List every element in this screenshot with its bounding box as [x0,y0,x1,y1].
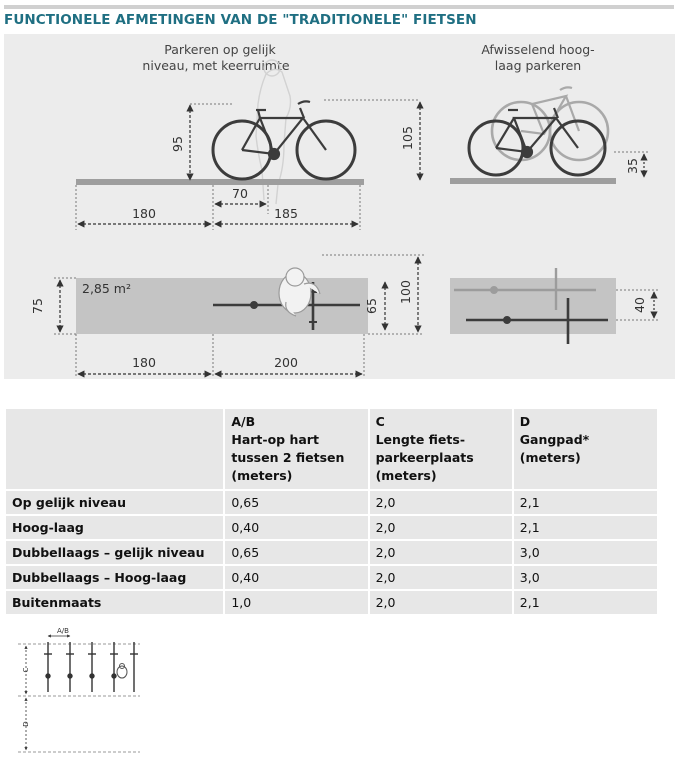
table-header-c: C Lengte fiets- parkeerplaats (meters) [369,409,512,489]
row-label: Buitenmaats [6,591,224,614]
page-title: FUNCTIONELE AFMETINGEN VAN DE "TRADITION… [4,12,477,28]
cell-d: 2,1 [513,516,657,539]
row-label: Hoog-laag [6,516,224,539]
table-row: Hoog-laag 0,40 2,0 2,1 [6,516,657,539]
cell-d: 2,1 [513,591,657,614]
mini-d-label: D [22,721,30,726]
dim-40: 40 [632,297,647,313]
cell-d: 2,1 [513,491,657,514]
diagram-svg: Parkeren op gelijk niveau, met keerruimt… [30,42,660,378]
cell-d: 3,0 [513,566,657,589]
bike-low [467,107,607,177]
bike-plan-raised [454,268,596,310]
row-label: Dubbellaags – gelijk niveau [6,541,224,564]
table-row: Buitenmaats 1,0 2,0 2,1 [6,591,657,614]
dim-65: 65 [364,298,379,314]
ground-bar-right [450,178,616,184]
highlow-area [450,278,616,334]
left-caption-line-1: Parkeren op gelijk [164,42,276,57]
mini-layout-svg: A/B C D [18,627,140,753]
row-label: Dubbellaags – Hoog-laag [6,566,224,589]
mini-layout-diagram: A/B C D [10,624,150,769]
cell-ab: 0,40 [225,516,368,539]
dim-180-bottom: 180 [132,355,156,370]
table-header-ab: A/B Hart-op hart tussen 2 fietsen (meter… [225,409,368,489]
dim-35: 35 [625,158,640,174]
dimensions-table: A/B Hart-op hart tussen 2 fietsen (meter… [4,407,659,616]
table-row: Op gelijk niveau 0,65 2,0 2,1 [6,491,657,514]
dim-100: 100 [398,280,413,304]
cell-c: 2,0 [369,566,512,589]
left-caption-line-2: niveau, met keerruimte [142,58,289,73]
bike-side-view [211,100,357,181]
dim-70: 70 [232,186,248,201]
cell-c: 2,0 [369,491,512,514]
dim-200: 200 [274,355,298,370]
table-row: Dubbellaags – Hoog-laag 0,40 2,0 3,0 [6,566,657,589]
table-header-d: D Gangpad* (meters) [513,409,657,489]
cell-ab: 1,0 [225,591,368,614]
dim-185: 185 [274,206,298,221]
table-header-empty [6,409,224,489]
person-silhouette [255,59,292,205]
title-rule [4,5,674,9]
dim-180-top: 180 [132,206,156,221]
area-label: 2,85 m² [82,281,131,296]
right-caption-line-2: laag parkeren [495,58,581,73]
ground-bar-left [76,179,364,185]
cell-ab: 0,65 [225,541,368,564]
cell-ab: 0,65 [225,491,368,514]
dimension-diagram: Parkeren op gelijk niveau, met keerruimt… [4,34,675,379]
row-label: Op gelijk niveau [6,491,224,514]
mini-c-label: C [22,667,30,672]
right-caption-line-1: Afwisselend hoog- [481,42,594,57]
dim-105: 105 [400,126,415,150]
cell-ab: 0,40 [225,566,368,589]
dim-75: 75 [30,298,45,314]
person-top-view [278,267,321,317]
table-header-row: A/B Hart-op hart tussen 2 fietsen (meter… [6,409,657,489]
table-row: Dubbellaags – gelijk niveau 0,65 2,0 3,0 [6,541,657,564]
bike-plan-low [466,298,608,344]
dim-95: 95 [170,136,185,152]
cell-d: 3,0 [513,541,657,564]
mini-ab-label: A/B [57,627,69,635]
mini-person-icon [116,663,128,679]
cell-c: 2,0 [369,591,512,614]
cell-c: 2,0 [369,541,512,564]
mini-bikes [44,642,138,692]
cell-c: 2,0 [369,516,512,539]
